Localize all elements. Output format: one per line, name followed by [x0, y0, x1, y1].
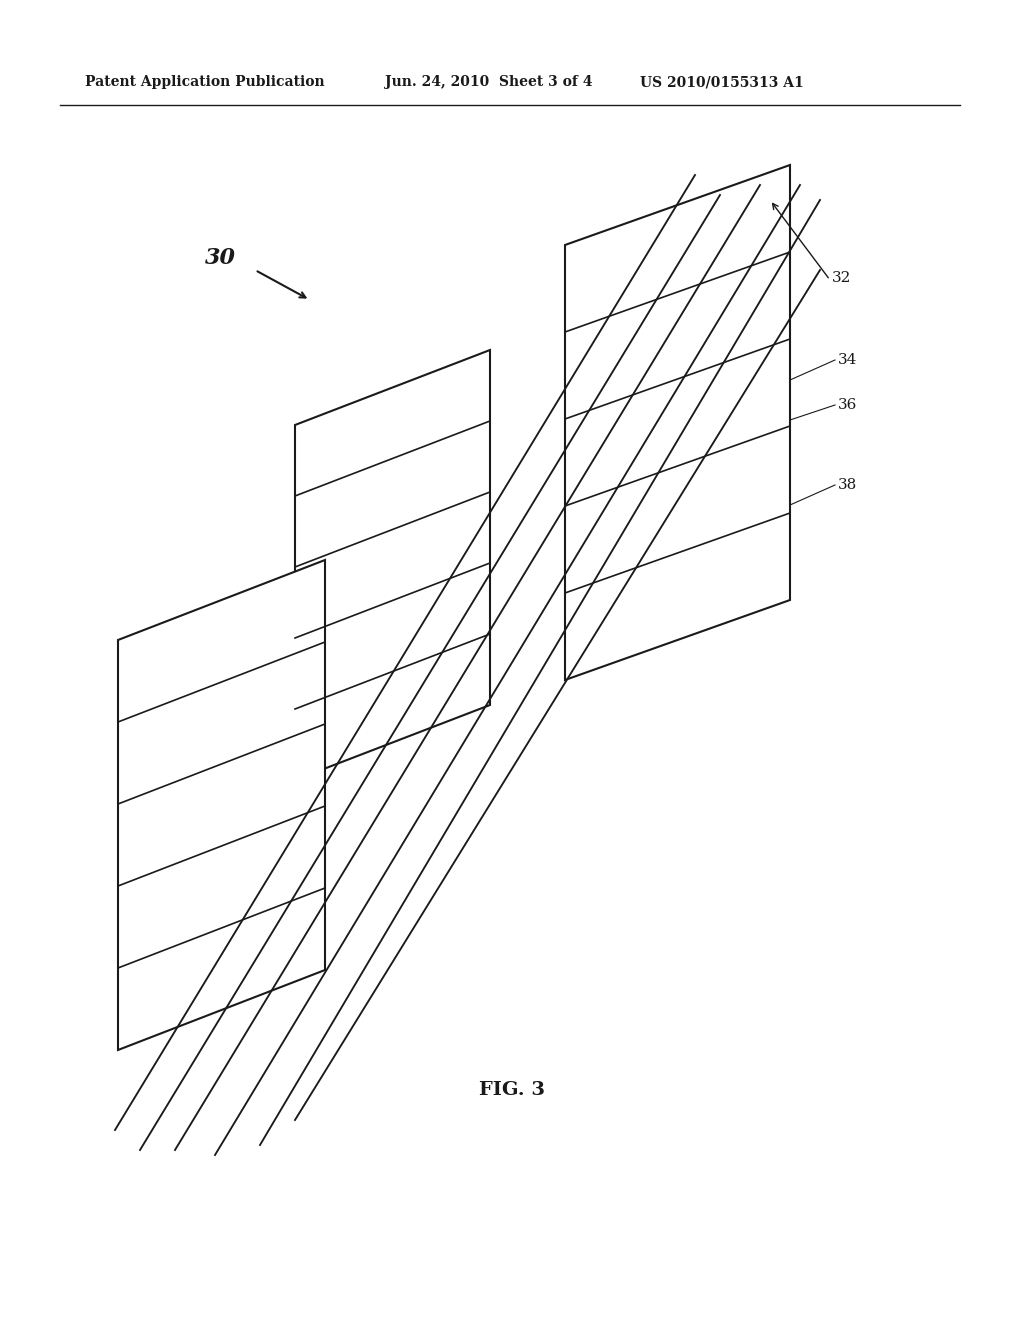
Text: 38: 38 [838, 478, 857, 492]
Text: Patent Application Publication: Patent Application Publication [85, 75, 325, 88]
Text: 32: 32 [831, 271, 851, 285]
Text: Jun. 24, 2010  Sheet 3 of 4: Jun. 24, 2010 Sheet 3 of 4 [385, 75, 593, 88]
Polygon shape [118, 560, 325, 1049]
Text: US 2010/0155313 A1: US 2010/0155313 A1 [640, 75, 804, 88]
Text: 36: 36 [838, 399, 857, 412]
Text: 30: 30 [205, 247, 236, 269]
Text: FIG. 3: FIG. 3 [479, 1081, 545, 1100]
Text: 34: 34 [838, 352, 857, 367]
Polygon shape [565, 165, 790, 680]
Polygon shape [295, 350, 490, 780]
